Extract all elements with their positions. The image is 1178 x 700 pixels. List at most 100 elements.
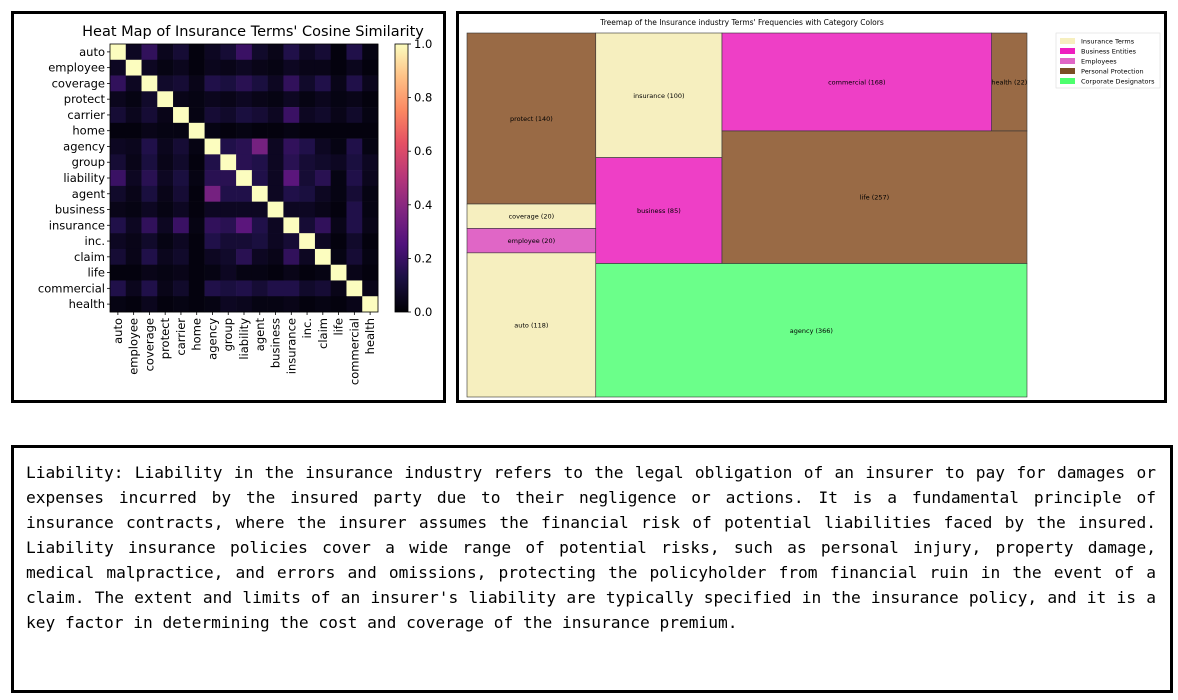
heatmap-cell [157,154,174,171]
heatmap-cell [173,233,190,250]
heatmap-cell [251,233,268,250]
heatmap-cell [220,264,237,281]
legend-label: Insurance Terms [1081,38,1135,46]
y-tick-label: agency [63,139,105,153]
heatmap-cell [330,233,347,250]
heatmap-cell [314,138,332,155]
heatmap-cell [173,296,190,313]
y-tick-label: agent [72,187,106,201]
heatmap-cell [362,170,379,187]
heatmap-cell [220,233,237,250]
x-tick-label: agency [205,318,219,360]
heatmap-cell [251,185,268,202]
heatmap-cell [267,44,284,61]
heatmap-cell [346,91,363,108]
legend-label: Business Entities [1081,48,1137,56]
heatmap-cell [251,280,268,297]
heatmap-cell [362,296,379,313]
heatmap-cell [125,264,142,281]
heatmap-cell [299,91,316,108]
heatmap-cell [362,91,379,108]
heatmap-cell [236,264,253,281]
heatmap-cell [267,280,284,297]
colorbar-tick-label: 0.4 [414,198,432,212]
treemap-tile-label: coverage (20) [509,213,555,221]
x-tick-label: liability [237,318,251,360]
x-tick-label: carrier [174,318,188,356]
heatmap-cell [157,44,174,61]
heatmap-cell [283,91,300,108]
heatmap-cell [251,59,268,76]
treemap-tile-label: agency (366) [790,327,833,335]
treemap-tile-label: insurance (100) [633,92,684,100]
heatmap-cell [362,248,379,266]
heatmap-cell [314,75,332,92]
heatmap-cell [362,154,379,171]
heatmap-cell [204,248,221,266]
y-tick-label: inc. [85,234,105,248]
x-tick-label: home [190,318,204,351]
heatmap-cell [314,122,332,139]
heatmap-cell [188,154,205,171]
colorbar-tick-label: 1.0 [414,37,432,51]
heatmap-cell [141,138,158,155]
heatmap-cell [251,201,268,218]
heatmap-cell [267,107,284,124]
heatmap-cell [330,75,347,92]
heatmap-cell [110,44,127,61]
heatmap-panel: Heat Map of Insurance Terms' Cosine Simi… [11,11,446,403]
heatmap-cell [173,122,190,139]
x-tick-label: inc. [300,318,314,338]
legend-swatch [1060,78,1075,84]
heatmap-cell [125,201,142,218]
heatmap-cell [267,185,284,202]
treemap-tile-agency [595,263,1028,398]
heatmap-cell [125,138,142,155]
heatmap-cell [251,91,268,108]
heatmap-cell [299,201,316,218]
heatmap-cell [110,217,127,234]
heatmap-cell [283,138,300,155]
heatmap-cell [346,75,363,92]
heatmap-cell [125,280,142,297]
heatmap-cell [125,217,142,234]
heatmap-cell [204,44,221,61]
heatmap-cell [141,107,158,124]
heatmap-cell [299,122,316,139]
heatmap-cell [141,248,158,266]
heatmap-cell [346,138,363,155]
treemap-tile-employee [466,228,597,254]
heatmap-cell [220,59,237,76]
heatmap-cell [283,59,300,76]
heatmap-cell [236,75,253,92]
heatmap-cell [346,248,363,266]
heatmap-cell [236,107,253,124]
liability-description: Liability: Liability in the insurance in… [26,463,1156,632]
heatmap-cell [346,59,363,76]
legend-swatch [1060,48,1075,54]
y-tick-label: claim [74,250,105,264]
heatmap-cell [204,59,221,76]
heatmap-cell [125,44,142,61]
y-tick-label: auto [79,45,105,59]
heatmap-cell [346,170,363,187]
heatmap-cell [204,122,221,139]
treemap-legend: Insurance Terms Business Entities Employee… [1055,32,1161,89]
heatmap-cell [362,233,379,250]
heatmap-cell [188,217,205,234]
x-tick-label: business [269,318,283,368]
heatmap-cell [283,44,300,61]
heatmap-cell [251,217,268,234]
heatmap-cell [204,296,221,313]
heatmap-cell [141,217,158,234]
heatmap-cell [251,264,268,281]
heatmap-cell [110,248,127,266]
heatmap-cell [157,217,174,234]
legend-label: Corporate Designators [1081,78,1155,86]
heatmap-cell [299,170,316,187]
heatmap-cell [173,217,190,234]
heatmap-cell [299,217,316,234]
heatmap-cell [283,201,300,218]
heatmap-cell [251,138,268,155]
heatmap-cell [173,154,190,171]
